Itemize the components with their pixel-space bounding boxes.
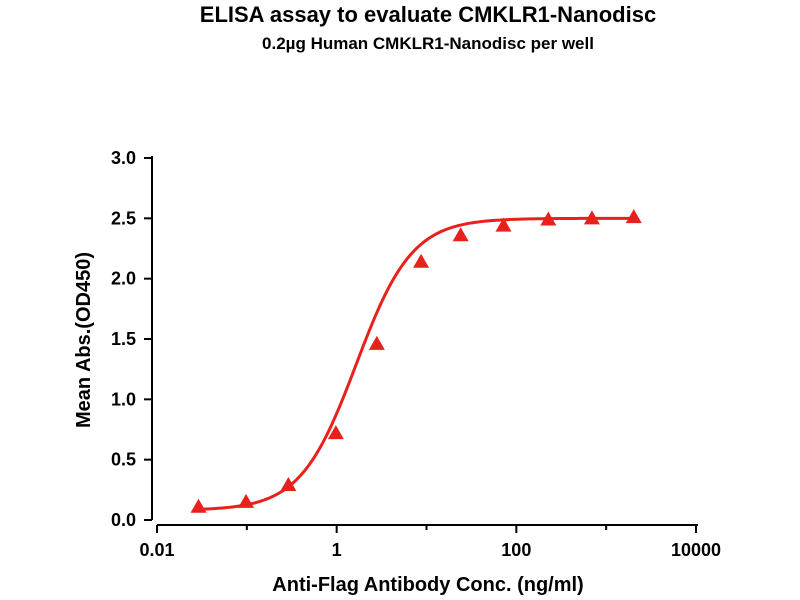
y-tick-label: 0.0 bbox=[111, 510, 136, 530]
x-tick-label: 0.01 bbox=[139, 540, 174, 560]
data-point bbox=[540, 211, 557, 226]
x-tick-label: 1 bbox=[332, 540, 342, 560]
data-point bbox=[413, 253, 430, 268]
y-tick-label: 0.5 bbox=[111, 450, 136, 470]
x-tick-label: 100 bbox=[501, 540, 531, 560]
axes bbox=[151, 156, 698, 526]
data-point bbox=[238, 493, 255, 508]
x-axis-label: Anti-Flag Antibody Conc. (ng/ml) bbox=[272, 574, 583, 596]
data-point bbox=[327, 425, 344, 440]
data-point bbox=[190, 498, 207, 513]
y-tick-label: 2.0 bbox=[111, 269, 136, 289]
data-point bbox=[583, 210, 600, 225]
x-tick-label: 10000 bbox=[671, 540, 721, 560]
data-point bbox=[495, 217, 512, 232]
chart-subtitle: 0.2µg Human CMKLR1-Nanodisc per well bbox=[262, 34, 594, 53]
y-axis-ticks: 0.0 0.5 1.0 1.5 2.0 2.5 3.0 bbox=[111, 148, 152, 530]
y-tick-label: 1.0 bbox=[111, 389, 136, 409]
fit-curve bbox=[198, 216, 634, 511]
data-point bbox=[452, 227, 469, 242]
data-point bbox=[368, 335, 385, 350]
chart-title: ELISA assay to evaluate CMKLR1-Nanodisc bbox=[200, 2, 656, 27]
y-tick-label: 3.0 bbox=[111, 148, 136, 168]
data-point bbox=[625, 209, 642, 224]
y-tick-label: 1.5 bbox=[111, 329, 136, 349]
x-axis-ticks: 0.01 1 100 10000 bbox=[139, 525, 721, 560]
y-axis-label: Mean Abs.(OD450) bbox=[73, 252, 95, 428]
y-tick-label: 2.5 bbox=[111, 208, 136, 228]
data-points bbox=[190, 209, 642, 513]
data-point bbox=[280, 477, 297, 492]
